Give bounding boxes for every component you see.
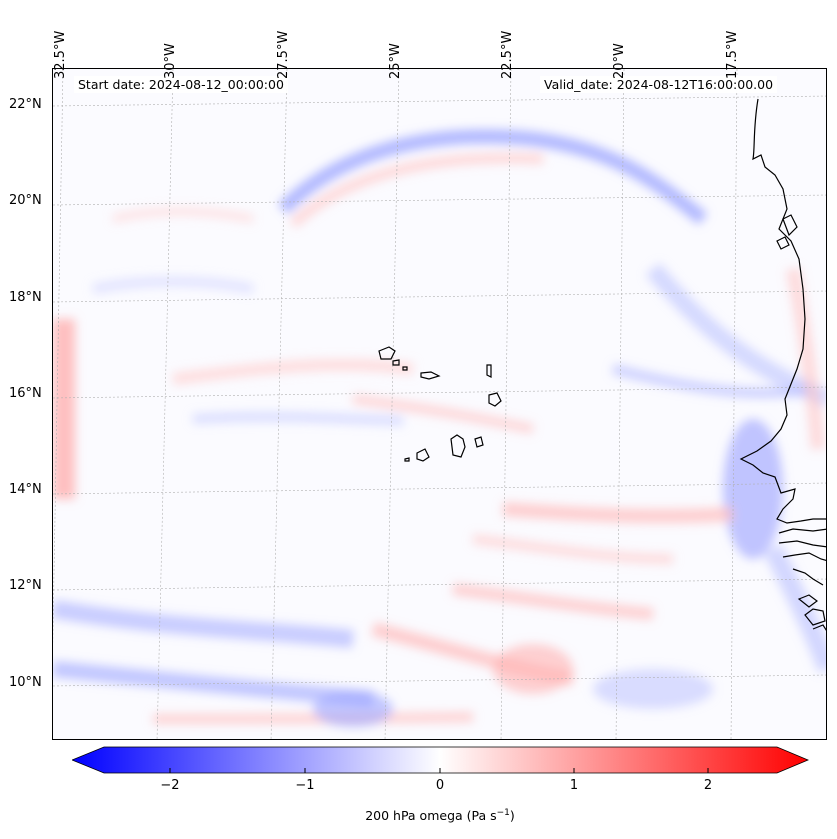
lon-label: 27.5°W [276, 30, 291, 79]
valid-date-label: Valid_date: 2024-08-12T16:00:00.00 [540, 76, 778, 93]
lat-label: 14°N [9, 482, 42, 497]
lon-label: 17.5°W [725, 30, 740, 79]
colorbar-tick-label: −1 [295, 778, 315, 793]
lat-label: 10°N [9, 675, 42, 690]
colorbar-label: 200 hPa omega (Pa s−1) [365, 808, 515, 824]
omega-field-map [53, 69, 826, 739]
lat-label: 12°N [9, 578, 42, 593]
lon-label: 22.5°W [500, 30, 515, 79]
colorbar-tick-label: −2 [160, 778, 180, 793]
map-panel [52, 68, 827, 740]
colorbar [72, 746, 809, 774]
start-date-label: Start date: 2024-08-12_00:00:00 [74, 76, 288, 93]
colorbar-tick-label: 1 [569, 778, 579, 793]
lon-label: 25°W [388, 43, 403, 79]
coastline [739, 98, 826, 631]
lon-label: 32.5°W [53, 30, 68, 79]
lon-label: 30°W [163, 43, 178, 79]
lat-label: 18°N [9, 290, 42, 305]
lat-label: 22°N [9, 97, 42, 112]
omega-field [53, 129, 826, 727]
lat-label: 20°N [9, 193, 42, 208]
colorbar-tick-label: 2 [703, 778, 713, 793]
lon-label: 20°W [612, 43, 627, 79]
graticule [53, 69, 826, 739]
lat-label: 16°N [9, 386, 42, 401]
colorbar-tick-label: 0 [435, 778, 445, 793]
island-outlines [378, 346, 502, 462]
